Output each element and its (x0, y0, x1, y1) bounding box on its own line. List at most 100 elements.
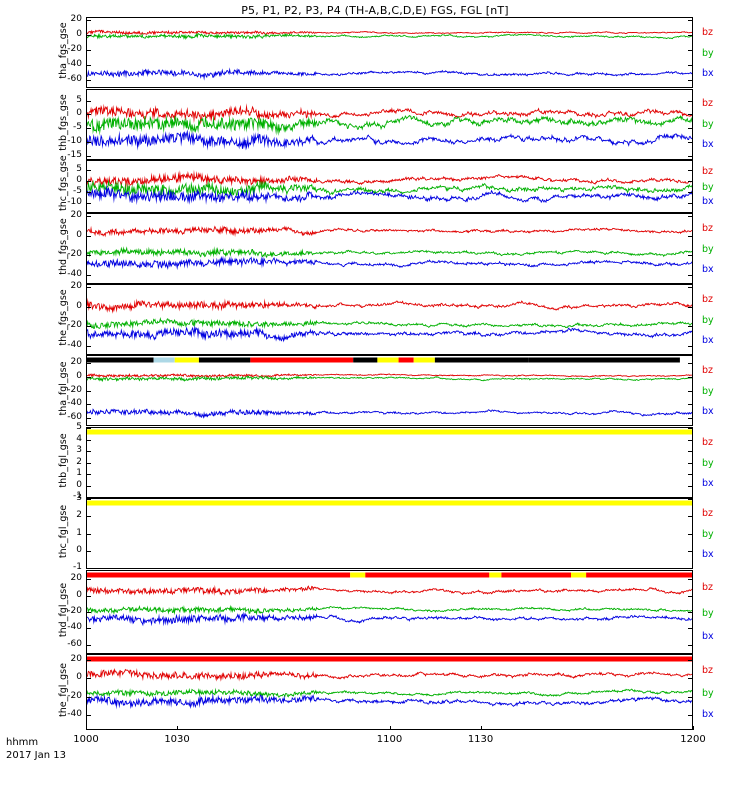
y-tick-mark (86, 142, 91, 143)
y-tick-label: 4 (76, 433, 82, 444)
y-tick-label: -20 (67, 606, 82, 616)
y-tick-mark (688, 255, 693, 256)
y-axis-label-thc_fgl_gse: thc_fgl_gse (58, 504, 69, 559)
y-tick-mark (86, 645, 91, 646)
y-tick-label: 0 (76, 370, 82, 381)
y-tick-mark (86, 377, 91, 378)
y-tick-label: 0 (76, 589, 82, 600)
y-axis-label-thb_fgs_gse: thb_fgs_gse (58, 93, 69, 151)
y-tick-mark (688, 451, 693, 452)
x-tick-mark (86, 726, 87, 730)
y-tick-mark (688, 678, 693, 679)
y-tick-label: -40 (67, 398, 82, 409)
y-tick-label: -10 (67, 135, 82, 146)
y-tick-label: 2 (76, 456, 82, 467)
y-tick-mark (688, 568, 693, 569)
y-tick-mark (86, 612, 91, 613)
y-tick-mark (86, 216, 91, 217)
y-axis-label-thc_fgs_gse: thc_fgs_gse (58, 155, 69, 211)
plot-panel-tha_fgs_gse (86, 17, 693, 88)
plot-panel-thc_fgl_gse (86, 498, 693, 569)
y-tick-label: 0 (76, 174, 82, 185)
y-tick-mark (86, 363, 91, 364)
y-tick-mark (86, 128, 91, 129)
legend-by-panel-7: by (702, 528, 714, 540)
y-tick-label: 0 (76, 229, 82, 240)
x-tick-label: 1100 (376, 734, 403, 745)
y-tick-mark (688, 363, 693, 364)
y-tick-label: 0 (76, 28, 82, 39)
y-tick-mark (688, 486, 693, 487)
y-tick-mark (86, 287, 91, 288)
legend-by-panel-4: by (702, 314, 714, 326)
y-tick-mark (86, 35, 91, 36)
y-tick-mark (688, 697, 693, 698)
y-tick-label: -40 (67, 58, 82, 69)
y-tick-mark (688, 628, 693, 629)
y-tick-mark (688, 377, 693, 378)
y-tick-mark (688, 612, 693, 613)
y-tick-label: -40 (67, 709, 82, 720)
y-tick-label: -10 (67, 197, 82, 208)
plot-panel-thb_fgs_gse (86, 88, 693, 160)
y-tick-mark (86, 80, 91, 81)
legend-bz-panel-1: bz (702, 98, 714, 110)
y-tick-mark (688, 170, 693, 171)
y-tick-mark (688, 346, 693, 347)
y-tick-mark (86, 50, 91, 51)
y-tick-label: 20 (70, 13, 82, 24)
y-tick-label: -5 (73, 122, 82, 133)
plot-panel-the_fgl_gse (86, 654, 693, 730)
y-tick-mark (86, 114, 91, 115)
y-tick-mark (688, 101, 693, 102)
y-tick-mark (688, 80, 693, 81)
y-tick-mark (86, 499, 91, 500)
y-tick-label: -60 (67, 73, 82, 84)
y-axis-label-thd_fgs_gse: thd_fgs_gse (58, 218, 69, 275)
y-tick-mark (86, 579, 91, 580)
y-tick-label: -1 (73, 491, 82, 501)
date-label: 2017 Jan 13 (6, 750, 66, 761)
y-tick-mark (688, 287, 693, 288)
legend-bz-panel-2: bz (702, 165, 714, 177)
y-tick-mark (86, 391, 91, 392)
plot-canvas (87, 214, 692, 283)
y-tick-label: -5 (73, 186, 82, 197)
x-tick-mark (390, 726, 391, 730)
y-tick-mark (688, 192, 693, 193)
y-tick-mark (86, 516, 91, 517)
y-tick-mark (688, 65, 693, 66)
y-tick-mark (86, 551, 91, 552)
y-tick-mark (86, 255, 91, 256)
y-tick-label: 0 (76, 544, 82, 555)
y-tick-label: 1 (76, 527, 82, 538)
y-tick-mark (86, 170, 91, 171)
y-tick-mark (86, 346, 91, 347)
y-tick-label: -40 (67, 340, 82, 351)
y-tick-mark (688, 156, 693, 157)
plot-panel-thc_fgs_gse (86, 160, 693, 213)
y-tick-mark (86, 451, 91, 452)
x-tick-label: 1200 (680, 734, 706, 745)
y-tick-mark (688, 114, 693, 115)
x-tick-label: 1130 (467, 734, 494, 745)
plot-canvas (87, 89, 692, 159)
legend-bz-panel-5: bz (702, 364, 714, 376)
legend-bx-panel-1: bx (702, 139, 714, 151)
y-tick-label: 20 (70, 356, 82, 367)
y-tick-mark (86, 20, 91, 21)
y-tick-mark (688, 551, 693, 552)
y-tick-mark (688, 440, 693, 441)
y-tick-mark (86, 156, 91, 157)
y-tick-mark (86, 697, 91, 698)
y-tick-mark (688, 391, 693, 392)
y-tick-label: 20 (70, 280, 82, 291)
legend-bz-panel-9: bz (702, 664, 714, 676)
legend-by-panel-3: by (702, 243, 714, 255)
plot-panel-thb_fgl_gse (86, 427, 693, 498)
y-axis-label-the_fgs_gse: the_fgs_gse (58, 289, 69, 346)
y-tick-mark (86, 440, 91, 441)
y-tick-mark (688, 660, 693, 661)
legend-bx-panel-7: bx (702, 548, 714, 560)
y-tick-label: 20 (70, 653, 82, 664)
